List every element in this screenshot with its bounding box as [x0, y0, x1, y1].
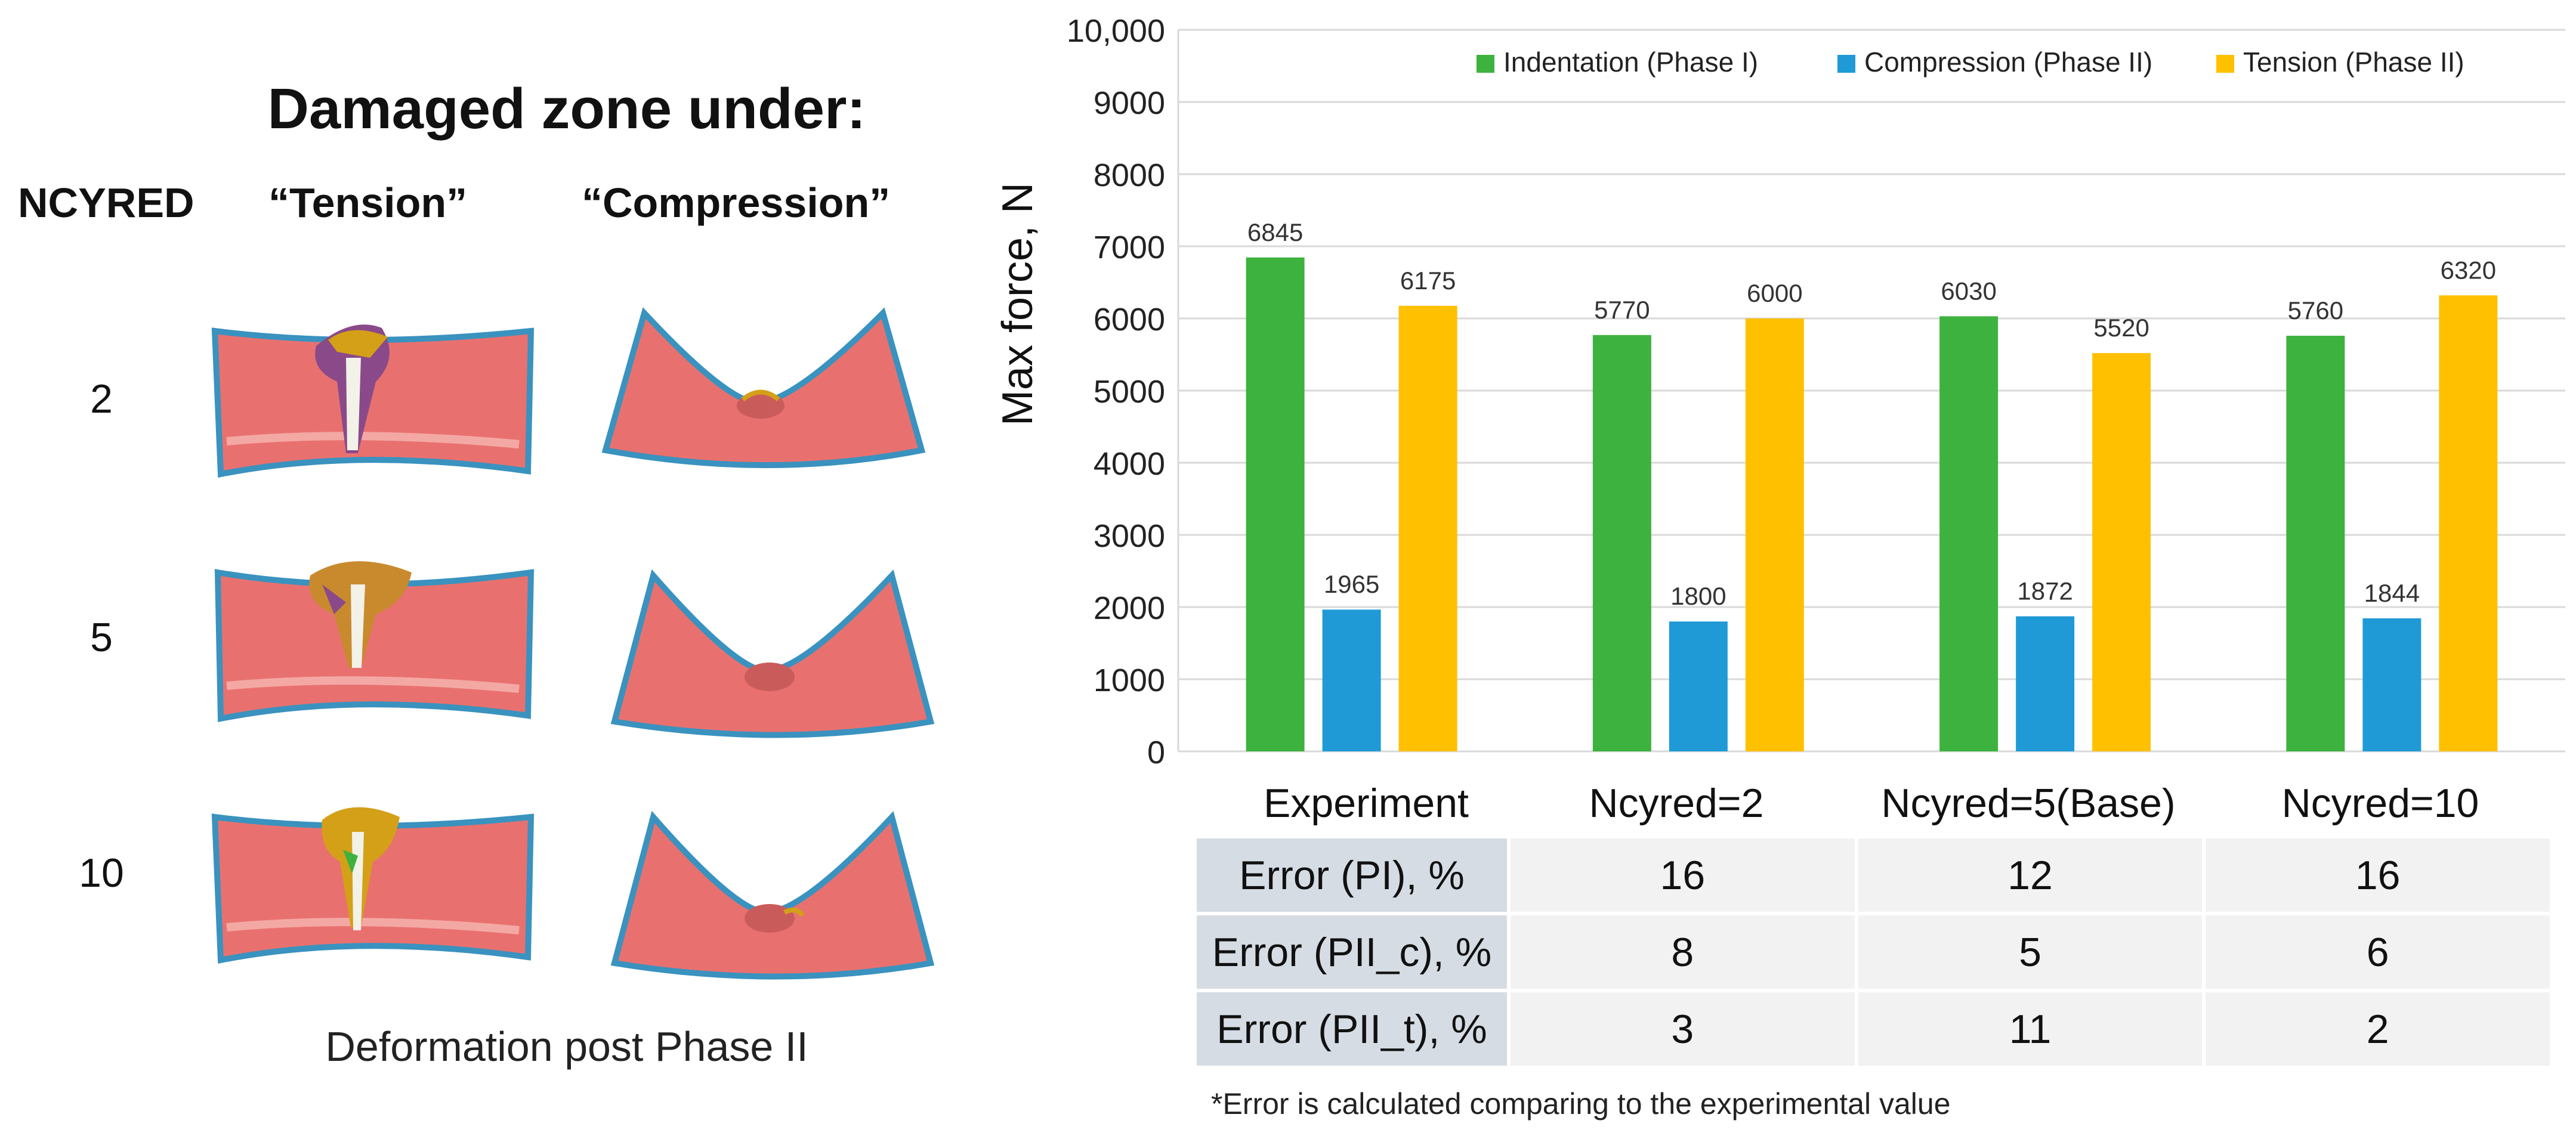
table-cell: 12 — [1858, 838, 2203, 912]
y-tick-label: 6000 — [1094, 302, 1165, 338]
y-tick-label: 8000 — [1094, 157, 1165, 193]
legend-swatch — [1837, 55, 1855, 73]
table-cell: 5 — [1858, 915, 2203, 989]
y-tick-label: 7000 — [1094, 230, 1165, 265]
data-label: 5760 — [2288, 296, 2343, 324]
table-cell: 8 — [1511, 915, 1855, 989]
y-tick-labels: 0 1000 2000 3000 4000 5000 6000 7000 8000 9000 10,… — [1067, 13, 1165, 770]
table-row: Error (PII_c), % 8 5 6 — [1197, 915, 2550, 989]
grid-lines — [1177, 29, 2565, 753]
y-tick-label: 9000 — [1094, 85, 1165, 121]
data-label: 1872 — [2017, 577, 2072, 605]
legend-entry: Indentation (Phase I) — [1503, 47, 1758, 78]
bar-0-0 — [1246, 257, 1305, 751]
bar-2-1 — [1745, 318, 1804, 751]
y-tick-label: 0 — [1147, 735, 1165, 770]
bar-1-0 — [1322, 609, 1381, 751]
table-cell: 6 — [2206, 915, 2550, 989]
table-row-label: Error (PII_t), % — [1197, 992, 1507, 1066]
x-category-label: Ncyred=2 — [1589, 781, 1764, 826]
y-tick-label: 5000 — [1094, 374, 1165, 410]
compression-column-header: “Compression” — [582, 179, 891, 226]
table-cell: 11 — [1858, 992, 2203, 1066]
y-tick-label: 10,000 — [1067, 13, 1165, 49]
tension-specimen-2-image — [211, 324, 535, 478]
legend-entry: Tension (Phase II) — [2243, 47, 2464, 78]
data-label: 6030 — [1941, 277, 1996, 305]
legend-swatch — [1477, 55, 1494, 73]
compression-specimen-10-image — [610, 811, 935, 980]
bars — [1246, 257, 2498, 751]
table-row-label: Error (PII_c), % — [1197, 915, 1507, 989]
row-label-2: 2 — [90, 376, 113, 422]
y-axis-label: Max force, N — [994, 182, 1042, 426]
data-label: 5770 — [1594, 296, 1650, 324]
table-cell: 16 — [1511, 838, 1855, 912]
footnote: *Error is calculated comparing to the ex… — [1211, 1087, 1951, 1121]
bar-1-3 — [2362, 618, 2421, 751]
row-label-5: 5 — [90, 615, 113, 660]
bar-1-2 — [2016, 616, 2075, 751]
y-tick-label: 1000 — [1094, 663, 1165, 698]
data-label: 5520 — [2093, 314, 2149, 342]
tension-column-header: “Tension” — [268, 179, 468, 226]
data-label: 6000 — [1747, 279, 1802, 307]
bar-2-3 — [2439, 295, 2498, 751]
legend-swatch — [2216, 55, 2234, 73]
bar-2-2 — [2092, 353, 2151, 751]
bar-0-2 — [1939, 316, 1999, 751]
ncyred-header: NCYRED — [18, 179, 194, 226]
table-cell: 3 — [1511, 992, 1855, 1066]
data-label: 6320 — [2441, 256, 2496, 284]
table-row: Error (PII_t), % 3 11 2 — [1197, 992, 2550, 1066]
table-cell: 2 — [2206, 992, 2550, 1066]
x-category-label: Experiment — [1264, 781, 1469, 826]
bar-1-1 — [1669, 621, 1728, 751]
table-row: Error (PI), % 16 12 16 — [1197, 838, 2550, 912]
bar-2-0 — [1398, 305, 1457, 751]
deformation-caption: Deformation post Phase II — [325, 1023, 808, 1070]
compression-specimen-5-image — [610, 570, 935, 738]
table-cell: 16 — [2206, 838, 2550, 912]
bar-0-3 — [2286, 336, 2345, 751]
legend-entry: Compression (Phase II) — [1864, 47, 2152, 78]
error-table: Error (PI), % 16 12 16 Error (PII_c), % 8 5 6 Er… — [1193, 835, 2553, 1069]
left-panel-title: Damaged zone under: — [267, 77, 866, 141]
tension-specimen-10-image — [211, 807, 535, 964]
tension-specimen-5-image — [214, 561, 535, 723]
compression-specimen-2-image — [601, 307, 926, 468]
data-label: 1800 — [1670, 582, 1726, 610]
y-tick-label: 4000 — [1094, 446, 1165, 482]
data-label: 1844 — [2364, 579, 2420, 607]
data-labels: 6845 1965 6175 5770 1800 6000 6030 1872 5520 5760… — [1247, 218, 2496, 610]
bar-0-1 — [1592, 335, 1651, 751]
row-label-10: 10 — [79, 850, 124, 896]
x-category-labels: Experiment Ncyred=2 Ncyred=5(Base) Ncyred=1… — [1264, 781, 2479, 826]
data-label: 6175 — [1400, 267, 1456, 295]
legend: Indentation (Phase I) Compression (Phase … — [1477, 47, 2464, 78]
data-label: 1965 — [1324, 570, 1379, 598]
data-label: 6845 — [1247, 218, 1303, 246]
y-tick-label: 2000 — [1094, 590, 1165, 626]
table-row-label: Error (PI), % — [1197, 838, 1507, 912]
x-category-label: Ncyred=5(Base) — [1881, 781, 2175, 826]
x-category-label: Ncyred=10 — [2282, 781, 2479, 826]
y-tick-label: 3000 — [1094, 518, 1165, 554]
max-force-bar-chart: 0 1000 2000 3000 4000 5000 6000 7000 8000 9000 10,… — [994, 13, 2565, 826]
